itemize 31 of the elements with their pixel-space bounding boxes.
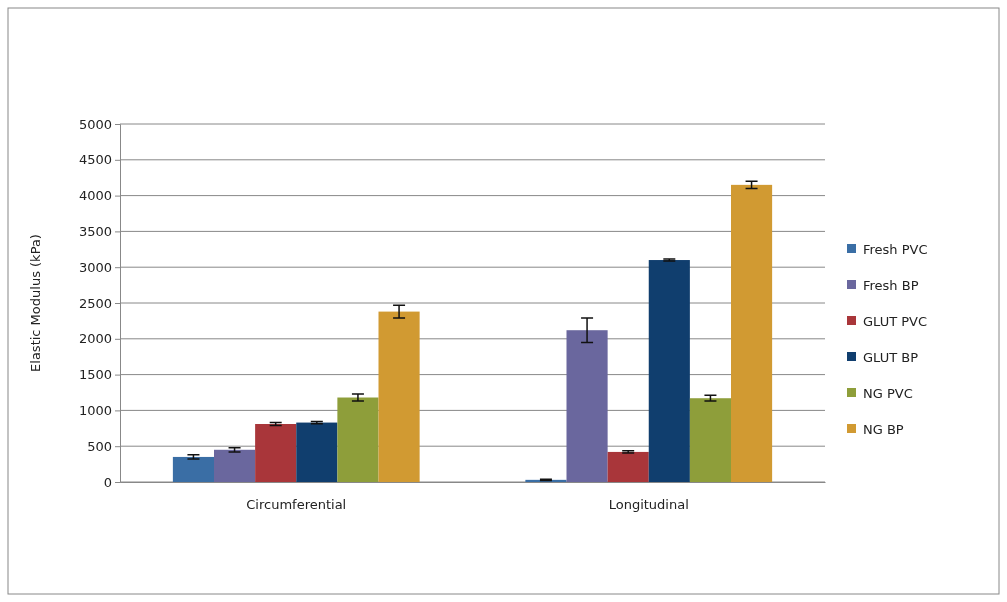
bar [255,424,297,482]
y-tick-label: 2000 [78,331,112,347]
bar [731,184,773,482]
y-tick-label: 1000 [78,403,112,419]
legend-label: Fresh PVC [863,241,928,257]
legend-label: NG BP [863,421,904,437]
y-tick-label: 4000 [78,188,112,204]
bar [607,451,649,482]
y-tick-label: 3500 [78,224,112,240]
y-tick-label: 0 [103,474,112,490]
x-tick-label: Circumferential [246,497,347,513]
bar [337,397,379,482]
legend-label: NG PVC [863,385,913,401]
bar [648,260,690,482]
bar [214,449,256,482]
bar [172,456,214,482]
legend-label: GLUT BP [863,349,919,365]
bar [296,422,338,482]
y-axis-title: Elastic Modulus (kPa) [28,234,43,372]
legend-label: Fresh BP [863,277,919,293]
y-tick-label: 5000 [78,116,112,132]
bar [566,330,608,482]
x-tick-label: Longitudinal [608,497,689,513]
y-tick-label: 1500 [78,367,112,383]
y-tick-label: 3000 [78,259,112,275]
y-tick-label: 4500 [78,152,112,168]
legend-label: GLUT PVC [863,313,928,329]
y-tick-label: 500 [87,438,112,454]
y-tick-label: 2500 [78,295,112,311]
bar [378,311,420,482]
bar [689,398,731,482]
